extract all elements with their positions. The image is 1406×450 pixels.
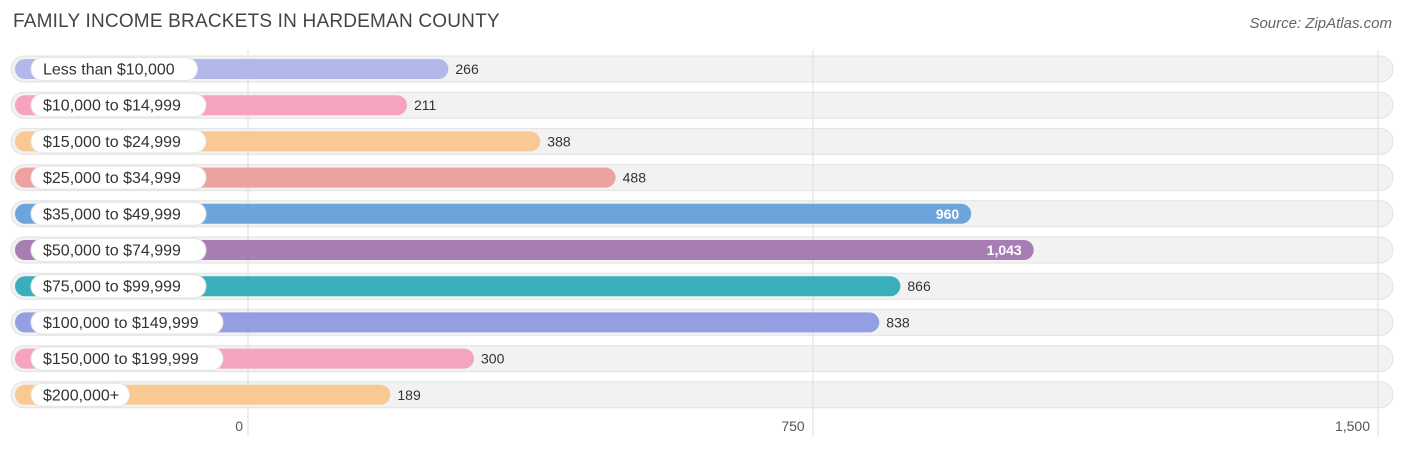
category-label: Less than $10,000 — [43, 62, 175, 79]
source-credit: Source: ZipAtlas.com — [1249, 15, 1392, 32]
category-label-pill — [30, 382, 130, 407]
category-label-pill — [30, 129, 207, 154]
tick-label: 0 — [235, 418, 243, 434]
data-label: 488 — [623, 170, 647, 186]
bar — [15, 240, 1034, 260]
category-label: $15,000 to $24,999 — [43, 134, 181, 151]
data-label: 838 — [886, 314, 910, 330]
data-label: 388 — [547, 133, 571, 149]
category-label: $25,000 to $34,999 — [43, 170, 181, 187]
category-label: $150,000 to $199,999 — [43, 351, 199, 368]
category-label-pill — [30, 57, 198, 81]
category-label-pill — [30, 238, 207, 262]
category-label-pill — [30, 274, 207, 299]
bar — [15, 276, 901, 297]
bar — [15, 203, 972, 224]
data-label: 866 — [907, 278, 931, 294]
data-label: 189 — [397, 387, 421, 403]
tick-label: 1,500 — [1335, 418, 1370, 434]
category-label-pill — [30, 346, 224, 371]
category-label: $35,000 to $49,999 — [43, 206, 181, 223]
category-label: $200,000+ — [43, 387, 119, 404]
category-label: $50,000 to $74,999 — [43, 243, 181, 260]
data-label: 960 — [936, 206, 960, 222]
tick-label: 750 — [781, 418, 805, 434]
category-label-pill — [30, 165, 207, 190]
chart-title: FAMILY INCOME BRACKETS IN HARDEMAN COUNT… — [13, 11, 500, 32]
data-label: 300 — [481, 351, 505, 367]
category-label-pill — [30, 310, 224, 335]
category-label: $75,000 to $99,999 — [43, 279, 181, 296]
category-label-pill — [30, 201, 207, 226]
bar — [15, 312, 880, 333]
data-label: 266 — [455, 61, 479, 77]
category-label: $100,000 to $149,999 — [43, 315, 199, 332]
category-label-pill — [30, 93, 207, 118]
data-label: 211 — [414, 97, 437, 113]
data-label: 1,043 — [987, 242, 1022, 258]
category-label: $10,000 to $14,999 — [43, 98, 181, 115]
